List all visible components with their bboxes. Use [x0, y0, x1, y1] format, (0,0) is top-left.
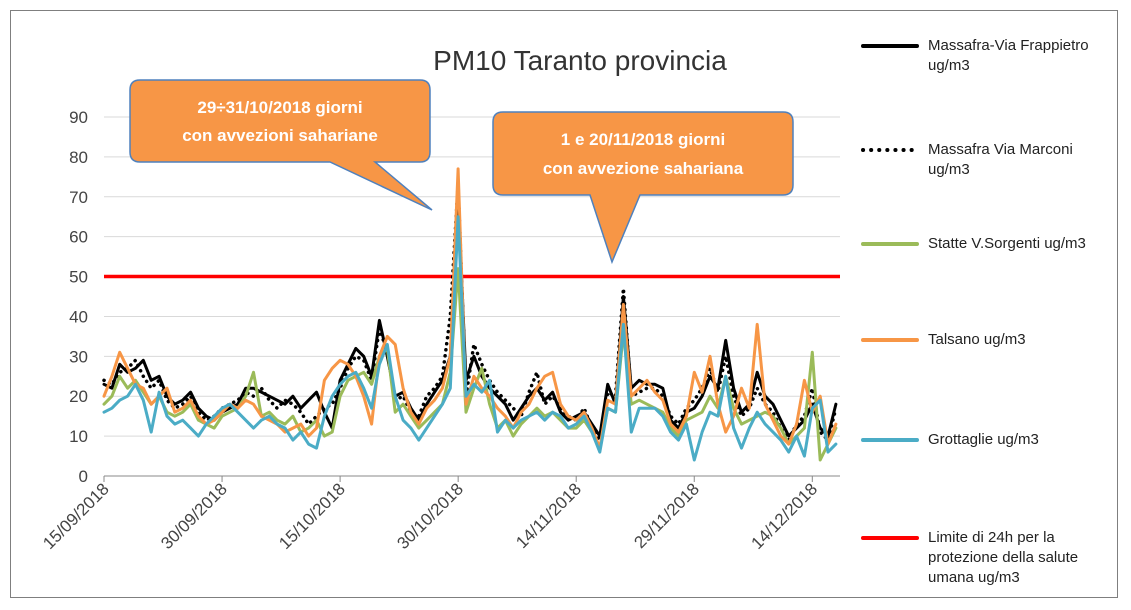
callout-shape [129, 79, 433, 211]
legend-entry: Limite di 24h per la protezione della sa… [860, 528, 1120, 588]
legend-swatch [861, 148, 919, 152]
legend-swatch [861, 438, 919, 442]
series-line [102, 215, 838, 462]
y-tick-label: 0 [79, 467, 88, 486]
callout-text: con avvezioni sahariane [182, 126, 378, 145]
legend-label: Massafra-Via Frappietro ug/m3 [928, 37, 1089, 74]
x-tick-label: 30/09/2018 [157, 479, 231, 553]
y-tick-label: 10 [69, 427, 88, 446]
chart-frame [10, 10, 1118, 598]
callout-text: con avvezione sahariana [543, 159, 744, 178]
x-tick-label: 30/10/2018 [393, 479, 467, 553]
legend-entry: Statte V.Sorgenti ug/m3 [860, 234, 1120, 254]
x-tick-label: 14/12/2018 [748, 479, 822, 553]
y-tick-label: 60 [69, 228, 88, 247]
x-tick-label: 15/09/2018 [39, 479, 113, 553]
callout-shape [492, 111, 794, 265]
legend-label: Limite di 24h per la protezione della sa… [928, 529, 1079, 586]
y-tick-label: 20 [69, 387, 88, 406]
legend-label: Massafra Via Marconi ug/m3 [928, 141, 1073, 178]
series-line [102, 267, 838, 462]
legend-label: Grottaglie ug/m3 [928, 431, 1039, 448]
y-tick-label: 80 [69, 148, 88, 167]
legend-entry: Massafra-Via Frappietro ug/m3 [860, 36, 1120, 76]
y-tick-label: 50 [69, 268, 88, 287]
legend-entry: Grottaglie ug/m3 [860, 430, 1120, 450]
callout-text: 29÷31/10/2018 giorni [197, 98, 362, 117]
legend-swatch [861, 242, 919, 246]
y-tick-label: 30 [69, 347, 88, 366]
x-tick-label: 14/11/2018 [512, 479, 585, 552]
x-tick-label: 15/10/2018 [275, 479, 349, 553]
legend-swatch [861, 338, 919, 342]
chart-title: PM10 Taranto provincia [433, 45, 727, 76]
x-tick-label: 29/11/2018 [630, 479, 703, 552]
y-tick-label: 90 [69, 108, 88, 127]
legend-swatch [861, 44, 919, 48]
legend-entry: Massafra Via Marconi ug/m3 [860, 140, 1120, 180]
legend-label: Talsano ug/m3 [928, 331, 1026, 348]
legend-swatch [861, 536, 919, 540]
legend-label: Statte V.Sorgenti ug/m3 [928, 235, 1086, 252]
callout-text: 1 e 20/11/2018 giorni [561, 130, 725, 149]
y-tick-label: 40 [69, 307, 88, 326]
y-tick-label: 70 [69, 188, 88, 207]
legend-entry: Talsano ug/m3 [860, 330, 1120, 350]
series-line [102, 167, 838, 450]
